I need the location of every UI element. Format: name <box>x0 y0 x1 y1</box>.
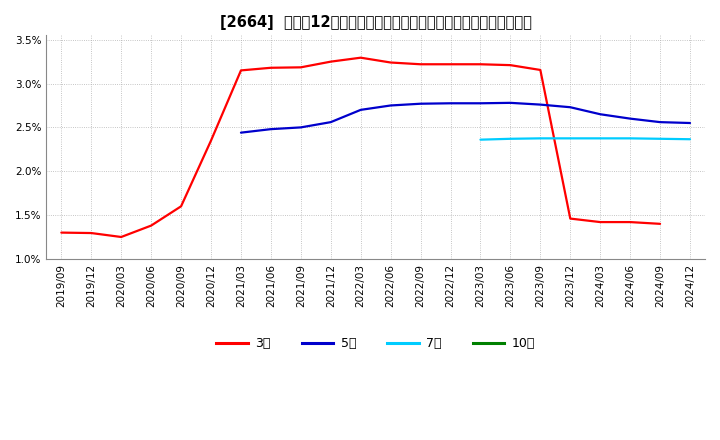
3年 <box>237 68 246 73</box>
5年 <box>297 125 305 130</box>
3年 <box>87 231 96 236</box>
Line: 5年: 5年 <box>241 103 690 132</box>
5年 <box>626 116 634 121</box>
5年 <box>656 120 665 125</box>
3年 <box>266 65 275 70</box>
Title: [2664]  売上高12か月移動合計の対前年同期増減率の標準偏差の推移: [2664] 売上高12か月移動合計の対前年同期増減率の標準偏差の推移 <box>220 15 531 30</box>
5年 <box>596 112 605 117</box>
5年 <box>356 107 365 113</box>
5年 <box>566 105 575 110</box>
3年 <box>326 59 335 64</box>
3年 <box>536 67 544 73</box>
3年 <box>297 65 305 70</box>
Line: 7年: 7年 <box>480 138 690 139</box>
5年 <box>536 102 544 107</box>
5年 <box>416 101 425 106</box>
7年 <box>626 136 634 141</box>
3年 <box>596 220 605 225</box>
5年 <box>476 101 485 106</box>
3年 <box>356 55 365 60</box>
3年 <box>626 220 634 225</box>
5年 <box>446 101 455 106</box>
7年 <box>656 136 665 141</box>
3年 <box>566 216 575 221</box>
7年 <box>685 136 694 142</box>
3年 <box>476 62 485 67</box>
7年 <box>566 136 575 141</box>
3年 <box>416 62 425 67</box>
5年 <box>387 103 395 108</box>
7年 <box>536 136 544 141</box>
3年 <box>506 62 515 68</box>
5年 <box>506 100 515 106</box>
5年 <box>266 127 275 132</box>
3年 <box>117 235 125 240</box>
7年 <box>596 136 605 141</box>
3年 <box>57 230 66 235</box>
3年 <box>207 138 215 143</box>
5年 <box>237 130 246 135</box>
5年 <box>326 120 335 125</box>
3年 <box>147 223 156 228</box>
3年 <box>446 62 455 67</box>
3年 <box>387 60 395 65</box>
3年 <box>656 221 665 227</box>
5年 <box>685 121 694 126</box>
3年 <box>177 204 186 209</box>
7年 <box>506 136 515 141</box>
7年 <box>476 137 485 142</box>
Legend: 3年, 5年, 7年, 10年: 3年, 5年, 7年, 10年 <box>212 332 540 355</box>
Line: 3年: 3年 <box>61 58 660 237</box>
